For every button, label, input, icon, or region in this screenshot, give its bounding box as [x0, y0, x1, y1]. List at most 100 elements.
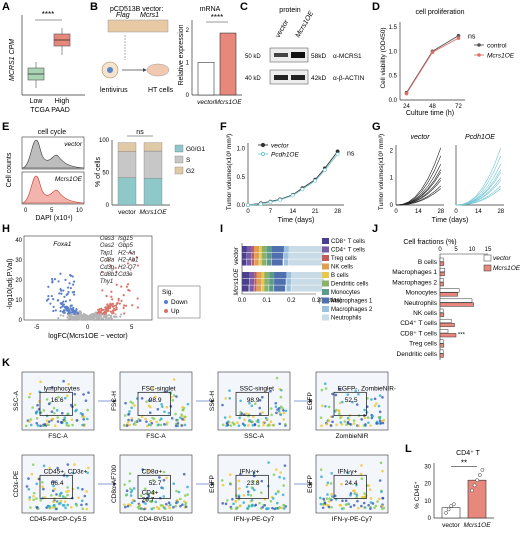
data-point — [300, 187, 305, 192]
flow-event — [377, 404, 381, 408]
flow-event — [134, 420, 137, 424]
volcano-point-up — [101, 289, 104, 292]
flow-event — [249, 494, 253, 497]
flow-plot-frame — [217, 371, 291, 431]
flow-event — [278, 506, 281, 509]
flow-event — [128, 423, 131, 427]
volcano-point-down — [60, 292, 63, 295]
volcano-point-up — [126, 283, 130, 286]
volcano-point — [114, 313, 117, 316]
flow-event — [86, 408, 89, 412]
volcano-point-down — [60, 289, 63, 292]
flow-event — [338, 401, 342, 405]
volcano-point — [82, 313, 85, 316]
flow-event — [364, 423, 367, 426]
gene-label: H2-Ab1 — [118, 258, 138, 264]
flow-event — [182, 472, 186, 476]
legend-label: Neutrophils — [331, 316, 361, 322]
stack-segment — [246, 252, 252, 259]
flow-event — [236, 421, 239, 424]
flow-event — [344, 499, 348, 503]
panel-b-chart-title: mRNA — [200, 6, 221, 13]
flow-event — [235, 494, 238, 497]
flow-event — [363, 408, 366, 412]
stack-segment — [288, 259, 323, 266]
flow-event — [71, 471, 75, 475]
flow-event — [53, 505, 56, 509]
panel-h-xtick-1: 0 — [86, 325, 90, 331]
volcano-point-down — [69, 304, 72, 307]
gate-value: 98.9 — [149, 397, 162, 404]
volcano-point — [101, 317, 105, 320]
bar-1 — [467, 479, 487, 519]
chart-b: 0 1 2 vector Mcrs1OE **** — [186, 13, 243, 106]
panel-label-b: B — [90, 1, 98, 13]
tick-label: 0.0 — [238, 298, 247, 304]
flow-event — [52, 484, 55, 488]
legend-swatch — [174, 155, 184, 164]
panel-c-kd-1: 58kD — [311, 53, 326, 60]
flow-event — [272, 473, 276, 477]
flow-event — [327, 505, 331, 509]
data-point — [446, 507, 451, 512]
flow-event — [81, 423, 84, 427]
row-label: Mcrs1OE — [233, 268, 240, 296]
bar-mcrs1 — [439, 271, 445, 277]
panel-k: K lymphocytes 16.6 FSC-A SSC-A FSC-singlet 98… — [2, 357, 396, 523]
tick-label: 14 — [415, 209, 422, 215]
tick-label: 0 — [428, 516, 432, 522]
flow-event — [36, 424, 40, 427]
tumor-trajectory — [395, 185, 441, 206]
flow-event — [141, 507, 144, 511]
flow-event — [337, 409, 341, 412]
flow-event — [151, 416, 154, 420]
flow-event — [274, 405, 278, 408]
flow-event — [238, 487, 241, 490]
flow-event — [245, 485, 249, 489]
y-axis-label: SSC-A — [13, 390, 20, 411]
flow-event — [29, 418, 33, 421]
flow-event — [27, 487, 31, 491]
volcano-point-up — [127, 288, 130, 292]
tick-label: 72 — [455, 104, 462, 110]
stack-segment — [254, 272, 257, 279]
flow-event — [321, 404, 324, 408]
x-axis-label: CD4-BV510 — [139, 516, 174, 523]
flow-event — [373, 404, 377, 408]
panel-b-flag: Flag — [116, 12, 130, 19]
flow-event — [277, 409, 281, 413]
volcano-point — [54, 309, 57, 312]
bar-mcrs1 — [439, 322, 455, 328]
panel-e: E cell cycle Cell counts vector Mcrs1OE … — [2, 121, 206, 222]
flow-event — [87, 466, 90, 470]
legend-swatch — [322, 272, 329, 278]
row-label: B cells — [418, 259, 438, 266]
flow-event — [258, 412, 262, 416]
flow-event — [381, 469, 384, 473]
panel-e-xtick-5: 5 — [50, 208, 54, 214]
flow-event — [28, 496, 32, 499]
tick-label: 0 — [19, 318, 23, 324]
panel-c: C protein vector Mcrs1OE 50 kD 40 kD 58k… — [240, 1, 365, 85]
flow-event — [319, 468, 323, 471]
flow-event — [231, 421, 234, 424]
volcano-point — [112, 304, 116, 308]
flow-event — [30, 472, 34, 476]
volcano-point — [80, 315, 83, 318]
panel-label-j: J — [372, 223, 378, 235]
flow-event — [226, 423, 230, 427]
volcano-point — [114, 308, 117, 312]
volcano-point — [93, 317, 96, 320]
virus-core-icon — [107, 67, 113, 73]
stack-segment — [254, 285, 257, 292]
flow-event — [77, 496, 80, 500]
category-label: Mcrs1OE — [214, 99, 242, 106]
series-line-0 — [406, 35, 459, 93]
volcano-point-down — [52, 305, 55, 308]
flow-event — [126, 504, 130, 508]
flow-event — [377, 497, 381, 501]
flow-event — [322, 497, 325, 501]
panel-l: L CD4⁺ T % CD45⁺ 0 10 20 30 vector Mcrs1OE ** — [405, 443, 494, 529]
volcano-point-up — [122, 306, 125, 310]
stack-segment — [256, 272, 262, 279]
